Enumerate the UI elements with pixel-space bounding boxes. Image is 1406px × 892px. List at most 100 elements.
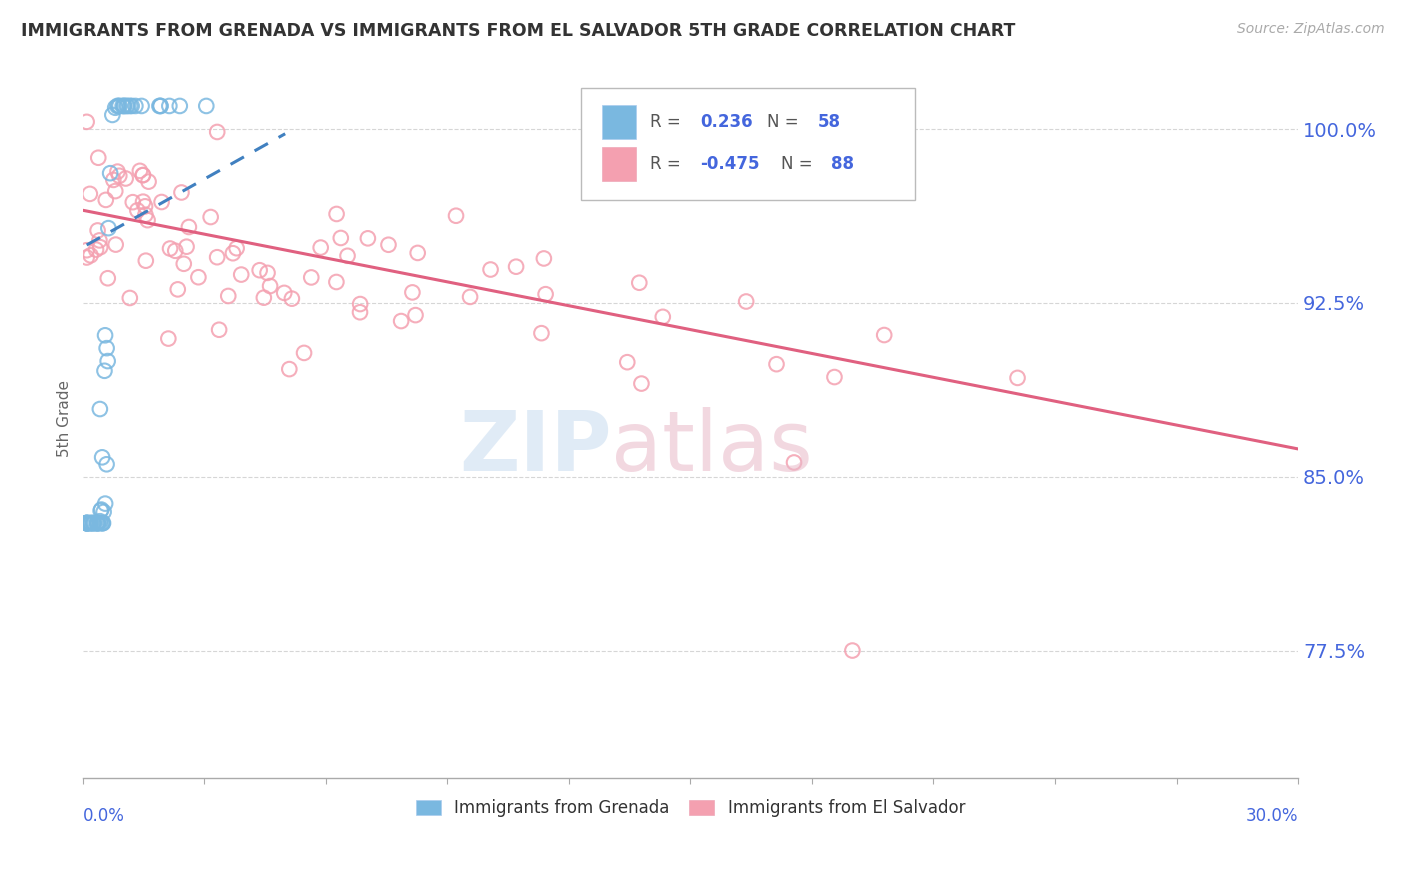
Text: -0.475: -0.475 (700, 155, 759, 173)
Point (83, 516, 105, 530)
Point (628, 276, 651, 290)
Point (325, 275, 347, 289)
Text: 0.0%: 0.0% (83, 806, 125, 825)
Point (309, 241, 332, 255)
Point (505, 260, 527, 274)
Point (112, 99, 135, 113)
Point (94, 193, 117, 207)
Point (138, 175, 160, 189)
Point (101, 108, 124, 122)
Point (127, 203, 149, 218)
Point (336, 249, 359, 263)
Point (90, 502, 112, 516)
Legend: Immigrants from Grenada, Immigrants from El Salvador: Immigrants from Grenada, Immigrants from… (409, 792, 972, 823)
Point (104, 184, 127, 198)
Point (93, 364, 115, 378)
Point (159, 242, 181, 256)
Point (76, 516, 98, 530)
Point (117, 99, 139, 113)
Point (444, 209, 467, 223)
Point (96, 341, 118, 355)
Point (97, 221, 120, 235)
Point (148, 99, 170, 113)
Point (79, 516, 101, 530)
Point (76, 516, 98, 530)
Point (86, 516, 108, 530)
Point (112, 99, 135, 113)
Point (299, 270, 322, 285)
Point (91, 450, 114, 465)
Point (104, 101, 127, 115)
Text: 0.236: 0.236 (700, 113, 752, 131)
Point (177, 219, 200, 234)
Point (86, 516, 108, 530)
Point (329, 231, 352, 245)
Point (87, 516, 110, 530)
Point (90, 504, 112, 518)
Point (86, 223, 108, 237)
Point (107, 164, 129, 178)
Point (249, 263, 271, 277)
Point (165, 244, 187, 258)
Point (406, 246, 429, 260)
Point (76, 516, 98, 530)
Point (89, 402, 111, 417)
Point (94, 497, 117, 511)
Point (292, 346, 315, 360)
Point (89, 514, 111, 528)
Point (97, 354, 120, 368)
FancyBboxPatch shape (581, 88, 915, 200)
Point (86, 516, 108, 530)
Point (76, 516, 98, 530)
Point (405, 308, 427, 322)
Point (149, 99, 172, 113)
Point (259, 279, 281, 293)
Point (107, 99, 129, 113)
Point (281, 292, 304, 306)
Point (534, 287, 557, 301)
Point (79, 186, 101, 201)
Point (131, 168, 153, 182)
Point (135, 253, 157, 268)
Point (132, 168, 155, 182)
Point (149, 99, 172, 113)
Point (76, 516, 98, 530)
Point (765, 357, 787, 371)
Point (76, 516, 98, 530)
Point (278, 362, 301, 376)
Point (735, 294, 758, 309)
Text: R =: R = (650, 113, 686, 131)
Point (170, 186, 193, 200)
Point (1007, 371, 1029, 385)
Point (176, 240, 198, 254)
Text: IMMIGRANTS FROM GRENADA VS IMMIGRANTS FROM EL SALVADOR 5TH GRADE CORRELATION CHA: IMMIGRANTS FROM GRENADA VS IMMIGRANTS FR… (21, 22, 1015, 40)
Point (91, 516, 114, 530)
Point (79, 516, 101, 530)
Point (131, 99, 153, 113)
Point (150, 194, 173, 209)
Point (124, 99, 146, 113)
Point (349, 297, 371, 311)
Point (94, 328, 117, 343)
Point (157, 332, 180, 346)
Point (205, 250, 228, 264)
Point (208, 323, 231, 337)
Point (873, 328, 896, 343)
Point (118, 291, 141, 305)
Point (76, 244, 98, 258)
Point (479, 262, 502, 277)
Point (231, 268, 253, 282)
Point (93, 505, 115, 519)
Point (121, 99, 143, 113)
Point (86, 516, 108, 530)
Point (533, 252, 555, 266)
Point (76, 115, 98, 129)
Bar (602, 105, 636, 139)
Text: atlas: atlas (612, 407, 813, 488)
Point (389, 314, 412, 328)
Point (76, 251, 98, 265)
Point (80, 516, 103, 530)
Point (325, 207, 347, 221)
Text: R =: R = (650, 155, 686, 173)
Point (132, 194, 155, 209)
